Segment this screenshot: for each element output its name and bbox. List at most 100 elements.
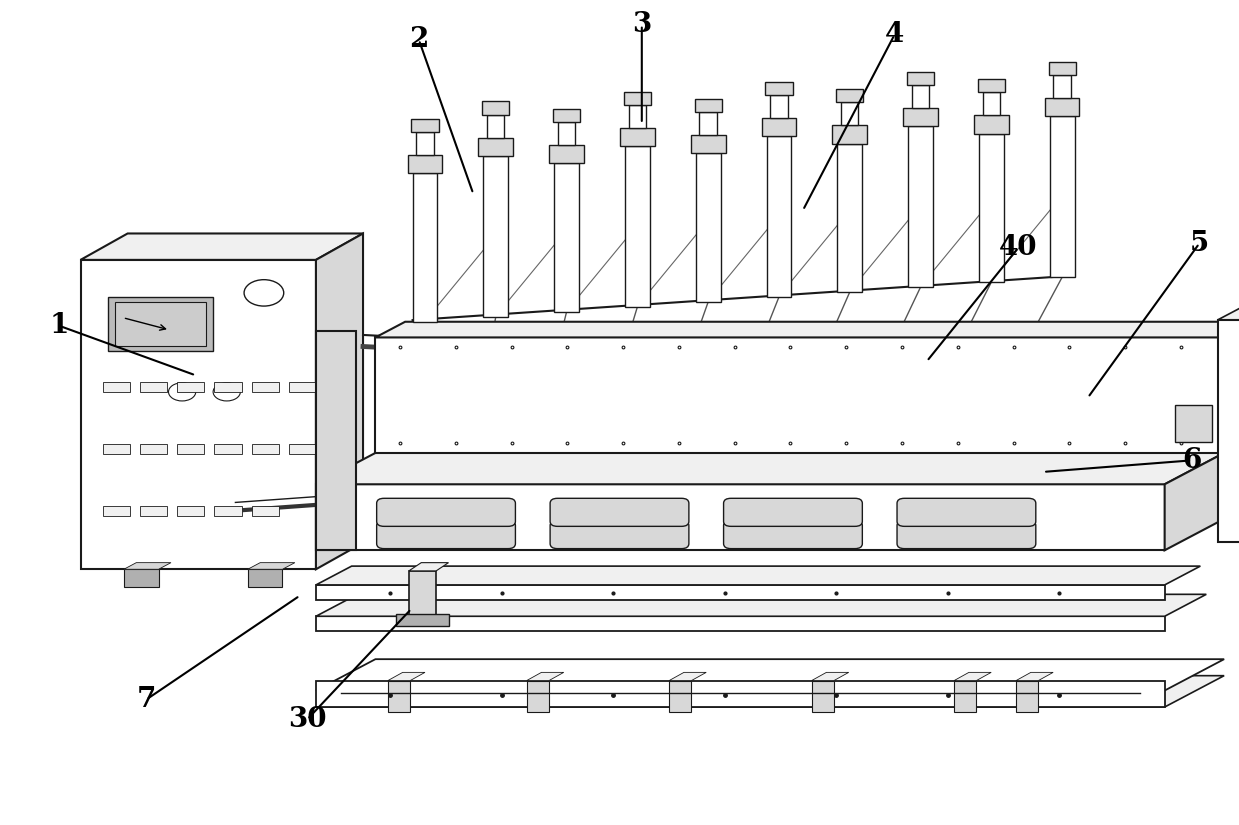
Bar — [833, 125, 867, 144]
Bar — [483, 156, 508, 317]
Bar — [413, 173, 437, 322]
Bar — [248, 569, 282, 587]
Text: 1: 1 — [50, 313, 69, 339]
Bar — [696, 153, 721, 302]
Bar — [812, 681, 834, 712]
Bar — [289, 444, 316, 454]
Bar — [140, 506, 167, 516]
Bar — [115, 302, 206, 346]
Bar — [214, 444, 242, 454]
Bar — [771, 95, 788, 118]
Text: 2: 2 — [409, 26, 429, 53]
Bar — [103, 382, 130, 392]
FancyBboxPatch shape — [897, 498, 1036, 526]
Polygon shape — [316, 566, 1201, 585]
Bar — [767, 136, 792, 297]
Polygon shape — [527, 672, 564, 681]
Bar — [252, 382, 279, 392]
Bar — [396, 614, 449, 626]
Bar — [527, 681, 549, 712]
Bar — [214, 506, 242, 516]
Polygon shape — [375, 322, 1239, 337]
Bar — [907, 72, 934, 85]
Polygon shape — [316, 585, 1165, 600]
Polygon shape — [316, 681, 1165, 707]
Bar — [140, 444, 167, 454]
Circle shape — [213, 383, 240, 401]
Bar — [409, 571, 436, 616]
Bar — [558, 122, 575, 145]
Circle shape — [169, 383, 196, 401]
Bar — [695, 99, 722, 112]
Bar — [388, 681, 410, 712]
FancyBboxPatch shape — [550, 498, 689, 526]
FancyBboxPatch shape — [377, 498, 515, 526]
FancyBboxPatch shape — [377, 521, 515, 549]
Polygon shape — [954, 672, 991, 681]
Bar — [912, 85, 929, 108]
Bar — [553, 109, 580, 122]
Bar — [177, 444, 204, 454]
Text: 5: 5 — [1189, 230, 1209, 257]
FancyBboxPatch shape — [550, 521, 689, 549]
Text: 3: 3 — [632, 12, 652, 38]
Polygon shape — [1165, 453, 1224, 550]
Polygon shape — [316, 233, 363, 569]
Bar — [1048, 62, 1075, 75]
Bar — [487, 115, 504, 138]
Circle shape — [244, 280, 284, 306]
Bar — [700, 112, 717, 135]
Bar — [103, 506, 130, 516]
Polygon shape — [316, 616, 1165, 631]
FancyBboxPatch shape — [724, 521, 862, 549]
Bar — [979, 134, 1004, 282]
Bar — [177, 506, 204, 516]
Bar — [124, 569, 159, 587]
Polygon shape — [1218, 320, 1239, 542]
Bar — [549, 145, 584, 163]
Bar — [766, 82, 793, 95]
Bar — [103, 444, 130, 454]
Bar — [554, 163, 579, 312]
Text: 7: 7 — [136, 686, 156, 713]
Polygon shape — [1016, 672, 1053, 681]
Bar — [691, 135, 726, 153]
Polygon shape — [81, 260, 316, 569]
Bar — [669, 681, 691, 712]
Polygon shape — [81, 233, 363, 260]
Bar — [841, 102, 859, 125]
Bar — [108, 297, 213, 351]
Bar — [408, 155, 442, 173]
Polygon shape — [248, 563, 295, 569]
Polygon shape — [316, 594, 1207, 616]
Polygon shape — [316, 331, 356, 550]
Bar — [478, 138, 513, 156]
Polygon shape — [1218, 307, 1239, 320]
Polygon shape — [669, 672, 706, 681]
Bar — [620, 128, 654, 146]
Bar — [177, 382, 204, 392]
Bar — [954, 681, 976, 712]
Polygon shape — [316, 484, 1165, 550]
Polygon shape — [812, 672, 849, 681]
Bar — [983, 92, 1000, 116]
Polygon shape — [124, 563, 171, 569]
Bar — [252, 444, 279, 454]
Bar — [416, 132, 434, 155]
Bar — [908, 126, 933, 287]
Bar — [974, 116, 1009, 134]
Bar — [903, 108, 938, 126]
Bar — [623, 92, 650, 105]
Bar — [836, 89, 864, 102]
Bar — [252, 506, 279, 516]
Bar — [411, 119, 439, 132]
Bar — [1053, 75, 1070, 98]
Bar — [1044, 98, 1079, 116]
Polygon shape — [316, 453, 1224, 484]
Bar — [482, 101, 509, 115]
Text: 6: 6 — [1182, 447, 1202, 474]
Bar — [289, 382, 316, 392]
Bar — [838, 144, 862, 292]
FancyBboxPatch shape — [724, 498, 862, 526]
Text: 40: 40 — [999, 234, 1038, 261]
